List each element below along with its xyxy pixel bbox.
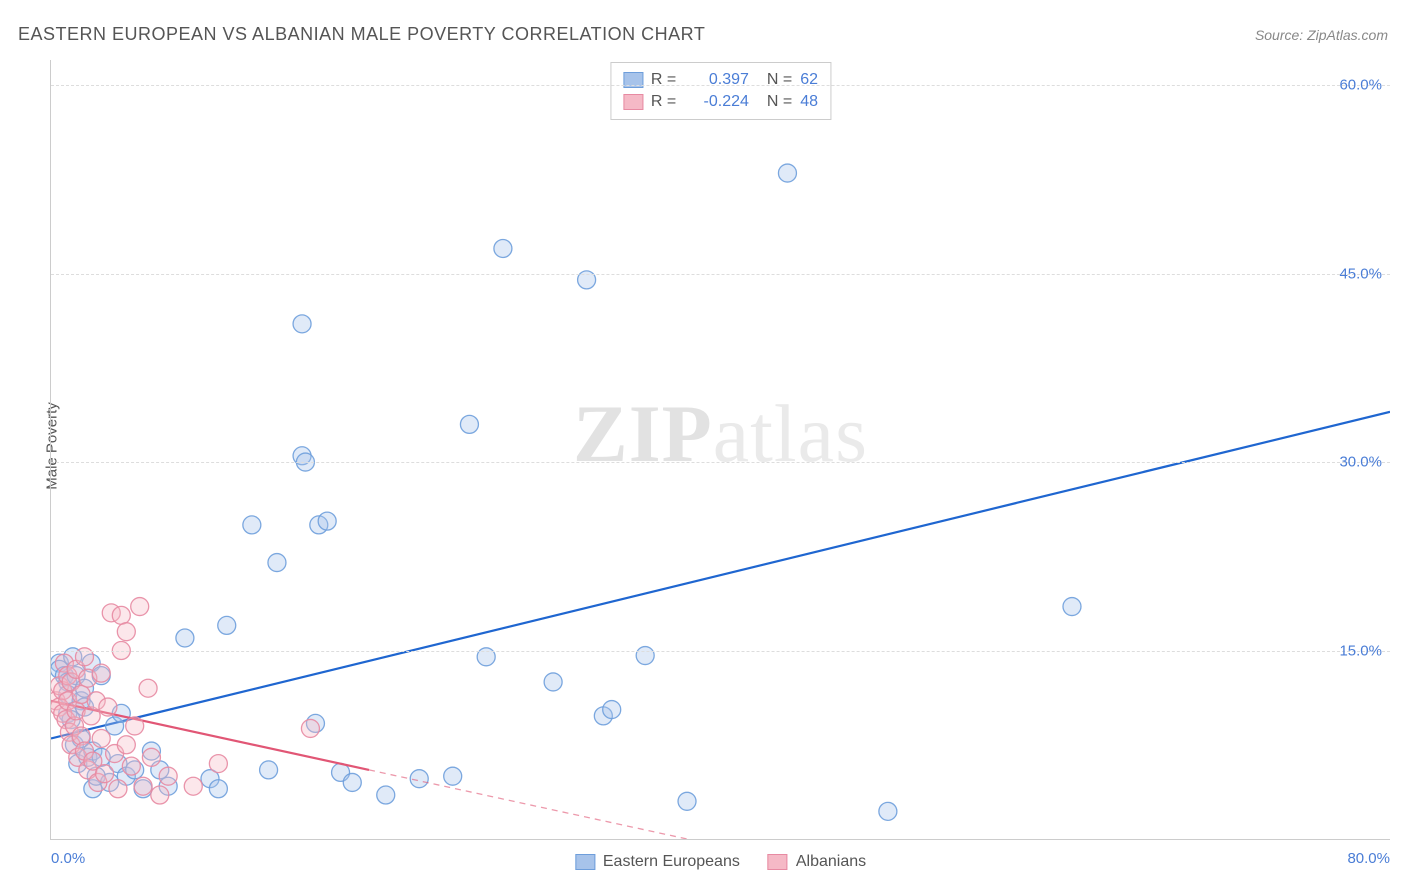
data-point	[117, 736, 135, 754]
scatter-svg	[51, 60, 1390, 839]
data-point	[151, 786, 169, 804]
series-swatch-0	[575, 854, 595, 870]
data-point	[778, 164, 796, 182]
series-swatch-1	[768, 854, 788, 870]
data-point	[159, 767, 177, 785]
y-tick-label: 45.0%	[1339, 265, 1382, 282]
y-tick-label: 15.0%	[1339, 642, 1382, 659]
series-legend-item-0: Eastern Europeans	[575, 853, 740, 871]
data-point	[260, 761, 278, 779]
series-label-1: Albanians	[796, 853, 866, 871]
data-point	[176, 629, 194, 647]
series-label-0: Eastern Europeans	[603, 853, 740, 871]
data-point	[444, 767, 462, 785]
data-point	[142, 748, 160, 766]
gridline-h	[51, 274, 1390, 275]
chart-header: EASTERN EUROPEAN VS ALBANIAN MALE POVERT…	[18, 24, 1388, 45]
data-point	[268, 554, 286, 572]
gridline-h	[51, 651, 1390, 652]
data-point	[139, 679, 157, 697]
data-point	[544, 673, 562, 691]
data-point	[112, 606, 130, 624]
plot-area: ZIPatlas R = 0.397 N = 62 R = -0.224 N =…	[50, 60, 1390, 840]
series-legend-item-1: Albanians	[768, 853, 866, 871]
data-point	[460, 415, 478, 433]
data-point	[122, 757, 140, 775]
regression-line-dashed-1	[369, 770, 687, 839]
data-point	[318, 512, 336, 530]
data-point	[92, 729, 110, 747]
data-point	[410, 770, 428, 788]
source-name: ZipAtlas.com	[1307, 27, 1388, 43]
data-point	[1063, 598, 1081, 616]
data-point	[96, 765, 114, 783]
data-point	[293, 315, 311, 333]
x-tick-label: 80.0%	[1347, 850, 1390, 867]
data-point	[109, 780, 127, 798]
gridline-h	[51, 85, 1390, 86]
data-point	[243, 516, 261, 534]
data-point	[301, 719, 319, 737]
data-point	[603, 701, 621, 719]
data-point	[99, 698, 117, 716]
data-point	[636, 647, 654, 665]
data-point	[494, 239, 512, 257]
y-tick-label: 60.0%	[1339, 77, 1382, 94]
data-point	[184, 777, 202, 795]
source-attribution: Source: ZipAtlas.com	[1255, 27, 1388, 43]
data-point	[126, 717, 144, 735]
regression-line-0	[51, 412, 1390, 739]
data-point	[218, 616, 236, 634]
y-tick-label: 30.0%	[1339, 454, 1382, 471]
data-point	[377, 786, 395, 804]
data-point	[92, 664, 110, 682]
data-point	[117, 623, 135, 641]
data-point	[131, 598, 149, 616]
data-point	[343, 773, 361, 791]
data-point	[678, 792, 696, 810]
gridline-h	[51, 462, 1390, 463]
data-point	[134, 777, 152, 795]
chart-title: EASTERN EUROPEAN VS ALBANIAN MALE POVERT…	[18, 24, 705, 45]
data-point	[879, 802, 897, 820]
series-legend: Eastern Europeans Albanians	[575, 853, 866, 871]
data-point	[209, 755, 227, 773]
x-tick-label: 0.0%	[51, 850, 85, 867]
source-label: Source:	[1255, 27, 1307, 43]
data-point	[209, 780, 227, 798]
